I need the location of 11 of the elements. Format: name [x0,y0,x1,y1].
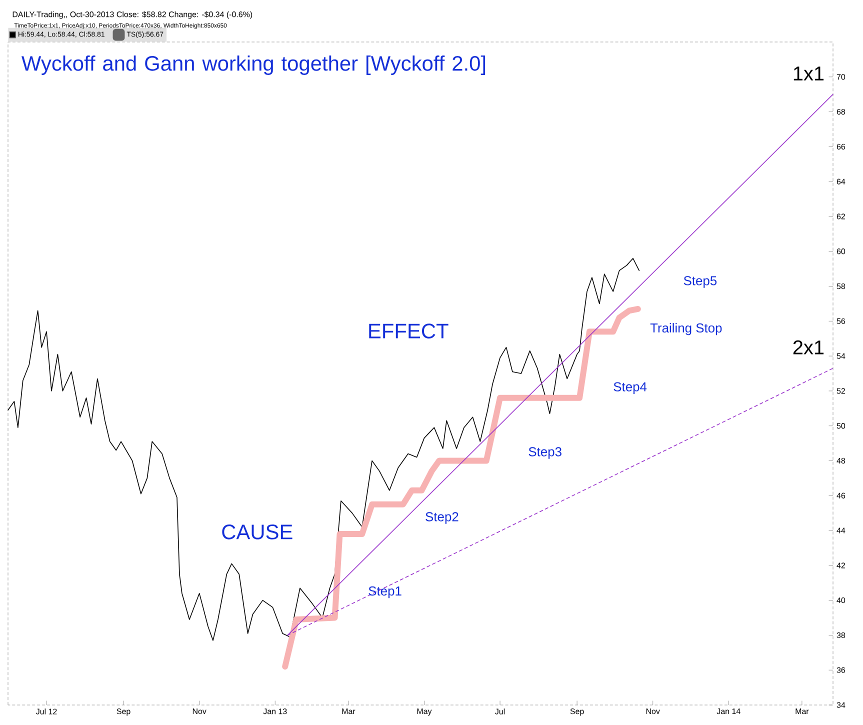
annotation: CAUSE [222,524,292,540]
annotation: Step3 [528,447,562,459]
annotation: Trailing Stop [650,323,722,336]
series-label: 2x1 [793,340,824,354]
series-label: 1x1 [794,66,824,80]
annotation: Step1 [368,586,402,598]
annotation: Step2 [426,512,458,524]
annotation: EFFECT [369,324,448,338]
annotation: Step5 [684,276,717,288]
text: Wyckoff and Gann working together [Wyckoff 2.0] [22,55,486,75]
annotation: Step4 [614,382,647,394]
